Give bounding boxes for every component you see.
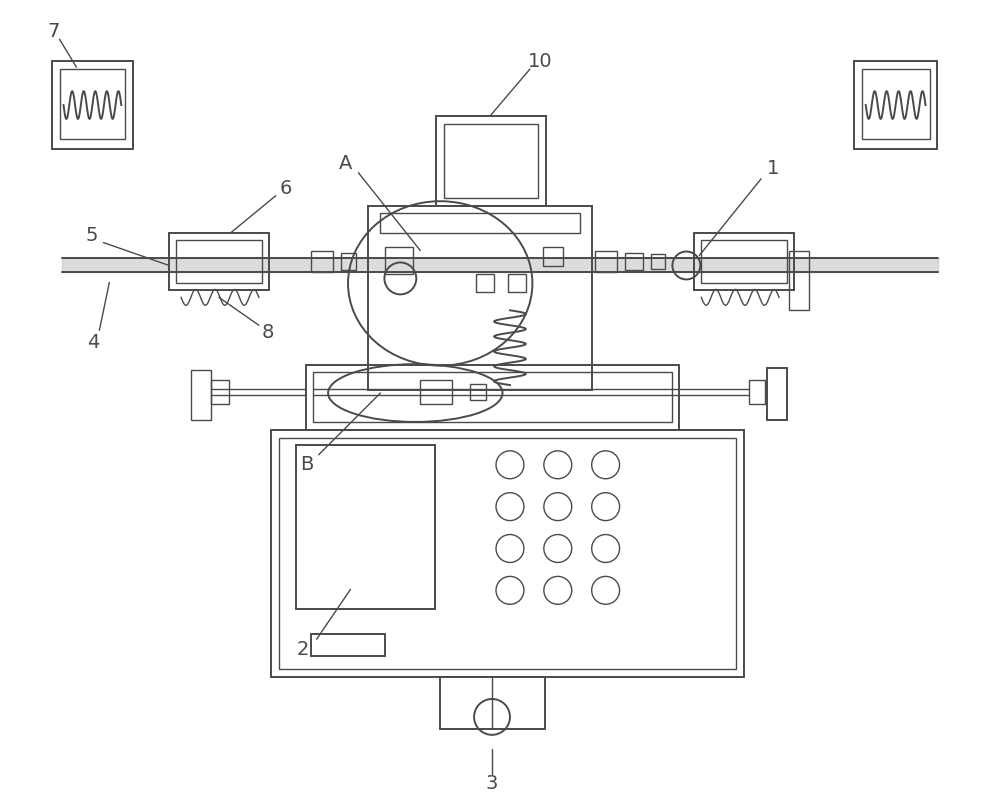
- Bar: [385, 246, 413, 275]
- Bar: [701, 240, 787, 283]
- Bar: [380, 213, 580, 233]
- Bar: [191, 370, 211, 420]
- Bar: [476, 275, 494, 292]
- Bar: [444, 124, 538, 198]
- Bar: [313, 372, 672, 422]
- Text: 4: 4: [87, 332, 100, 352]
- Bar: [625, 253, 643, 270]
- Text: 8: 8: [262, 323, 274, 342]
- Bar: [341, 253, 356, 270]
- Bar: [508, 275, 526, 292]
- Bar: [854, 61, 937, 149]
- Bar: [440, 677, 545, 729]
- Bar: [52, 61, 133, 149]
- Bar: [306, 365, 679, 430]
- Bar: [595, 250, 617, 272]
- Bar: [862, 69, 930, 139]
- Bar: [60, 69, 125, 139]
- Bar: [420, 380, 452, 404]
- Bar: [271, 430, 744, 677]
- Text: 1: 1: [767, 159, 779, 179]
- Bar: [279, 438, 736, 669]
- Text: 6: 6: [280, 180, 292, 198]
- Bar: [311, 634, 385, 656]
- Bar: [169, 233, 269, 291]
- Bar: [296, 445, 435, 609]
- Bar: [749, 380, 765, 404]
- Bar: [767, 368, 787, 420]
- Bar: [368, 206, 592, 390]
- Bar: [694, 233, 794, 291]
- Text: A: A: [339, 155, 352, 173]
- Text: 7: 7: [47, 22, 60, 41]
- Bar: [789, 250, 809, 310]
- Text: 3: 3: [486, 774, 498, 793]
- Bar: [311, 250, 333, 272]
- Bar: [651, 254, 665, 270]
- Text: B: B: [300, 456, 313, 474]
- Text: 2: 2: [296, 640, 309, 658]
- Bar: [176, 240, 262, 283]
- Text: 5: 5: [85, 226, 98, 245]
- Text: 10: 10: [528, 52, 552, 71]
- Bar: [436, 116, 546, 206]
- Bar: [470, 384, 486, 400]
- Bar: [211, 380, 229, 404]
- Bar: [543, 246, 563, 266]
